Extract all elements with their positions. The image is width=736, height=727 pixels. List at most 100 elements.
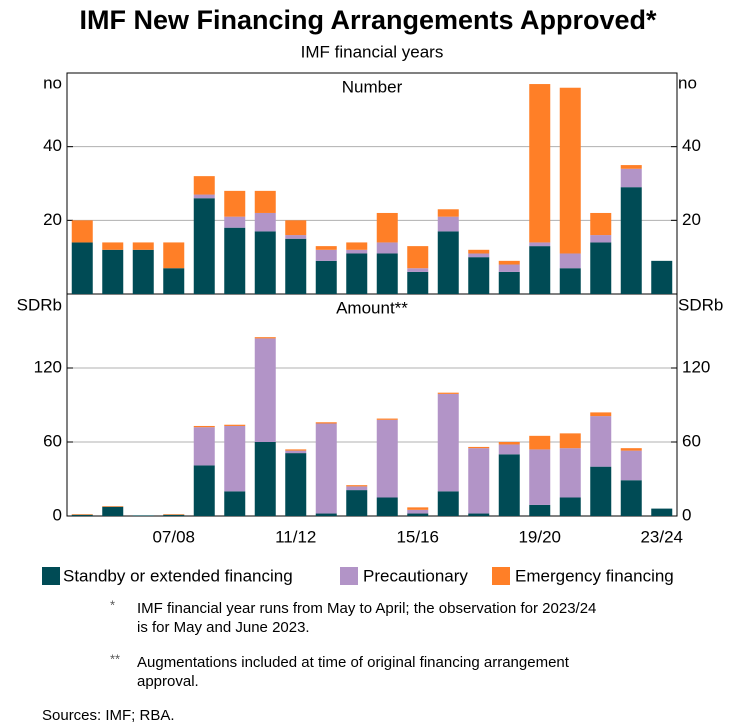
bar-segment [620, 448, 642, 451]
bar-segment [102, 506, 124, 516]
bar-segment [407, 246, 429, 269]
legend-swatch [492, 567, 510, 585]
bar-segment [102, 506, 124, 507]
legend-label: Standby or extended financing [63, 566, 293, 585]
bar-segment [346, 485, 368, 487]
y-tick-label: 120 [34, 357, 62, 376]
bar-segment [346, 249, 368, 254]
bar-segment [407, 507, 429, 510]
bar-segment [437, 209, 459, 217]
bar-segment [590, 466, 612, 516]
bar-segment [468, 446, 490, 449]
y2-tick-label: 20 [682, 210, 701, 229]
sources: Sources: IMF; RBA. [42, 707, 175, 724]
note-text: IMF financial year runs from May to Apri… [137, 600, 596, 617]
bar-segment [254, 338, 276, 442]
bar-segment [498, 264, 520, 272]
x-tick-label: 23/24 [640, 527, 683, 546]
bar-segment [559, 497, 581, 516]
note-text: approval. [137, 673, 199, 690]
note-text: Augmentations included at time of origin… [137, 654, 570, 671]
chart-subtitle: IMF financial years [301, 42, 444, 61]
bar-segment [529, 449, 551, 505]
bar-segment [254, 190, 276, 213]
bar-segment [254, 337, 276, 339]
bar-segment [590, 416, 612, 467]
y2-tick-label: 120 [682, 357, 710, 376]
bar-segment [163, 242, 185, 269]
x-tick-label: 11/12 [275, 527, 316, 546]
bar-segment [407, 268, 429, 272]
bar-segment [559, 268, 581, 294]
bar-segment [620, 165, 642, 169]
bar-segment [71, 242, 93, 294]
x-tick-label: 19/20 [518, 527, 561, 546]
bar-segment [498, 444, 520, 455]
bar-segment [437, 491, 459, 516]
bar-segment [102, 242, 124, 250]
bar-segment [346, 490, 368, 516]
bar-segment [224, 227, 246, 294]
bar-segment [285, 449, 307, 451]
bar-segment [529, 435, 551, 450]
chart-title: IMF New Financing Arrangements Approved* [79, 5, 657, 35]
bar-segment [193, 176, 215, 195]
bar-segment [498, 442, 520, 445]
legend-label: Emergency financing [515, 566, 674, 585]
bar-segment [407, 271, 429, 294]
bar-segment [407, 509, 429, 514]
bar-segment [193, 194, 215, 199]
bar-segment [559, 448, 581, 498]
note-text: is for May and June 2023. [137, 619, 310, 636]
bar-segment [254, 442, 276, 516]
bar-segment [376, 212, 398, 243]
legend-swatch [42, 567, 60, 585]
bar-segment [620, 450, 642, 481]
bar-segment [437, 216, 459, 232]
bar-segment [346, 486, 368, 491]
panel-label: Number [342, 77, 403, 96]
x-tick-label: 07/08 [152, 527, 195, 546]
y-tick-label: 60 [43, 431, 62, 450]
bar-segment [376, 418, 398, 420]
bar-segment [559, 87, 581, 254]
y-axis-unit: no [43, 73, 62, 92]
bar-segment [285, 453, 307, 516]
bar-segment [651, 508, 673, 516]
bar-segment [437, 392, 459, 394]
bar-segment [315, 423, 337, 514]
bar-segment [437, 231, 459, 294]
bar-segment [437, 393, 459, 492]
bar-segment [315, 246, 337, 250]
bar-segment [132, 242, 154, 250]
bar-segment [620, 480, 642, 516]
bar-segment [224, 425, 246, 492]
bar-segment [315, 249, 337, 261]
legend-swatch [340, 567, 358, 585]
bar-segment [376, 497, 398, 516]
bar-segment [224, 491, 246, 516]
bar-segment [163, 268, 185, 294]
bar-segment [254, 212, 276, 232]
bar-segment [590, 235, 612, 243]
y-axis-unit: SDRb [17, 295, 62, 314]
note-mark: ** [110, 651, 120, 666]
bar-segment [224, 216, 246, 228]
bar-segment [193, 465, 215, 516]
bar-segment [285, 235, 307, 239]
y2-tick-label: 40 [682, 136, 701, 155]
bar-segment [132, 249, 154, 294]
bar-segment [315, 422, 337, 424]
note-mark: * [110, 597, 115, 612]
y-tick-label: 20 [43, 210, 62, 229]
bar-segment [285, 450, 307, 454]
x-tick-label: 15/16 [396, 527, 439, 546]
bar-segment [590, 212, 612, 236]
bar-segment [193, 425, 215, 428]
bar-segment [468, 253, 490, 258]
y2-axis-unit: no [678, 73, 697, 92]
y2-axis-unit: SDRb [678, 295, 723, 314]
bar-segment [590, 412, 612, 417]
bar-segment [193, 427, 215, 466]
